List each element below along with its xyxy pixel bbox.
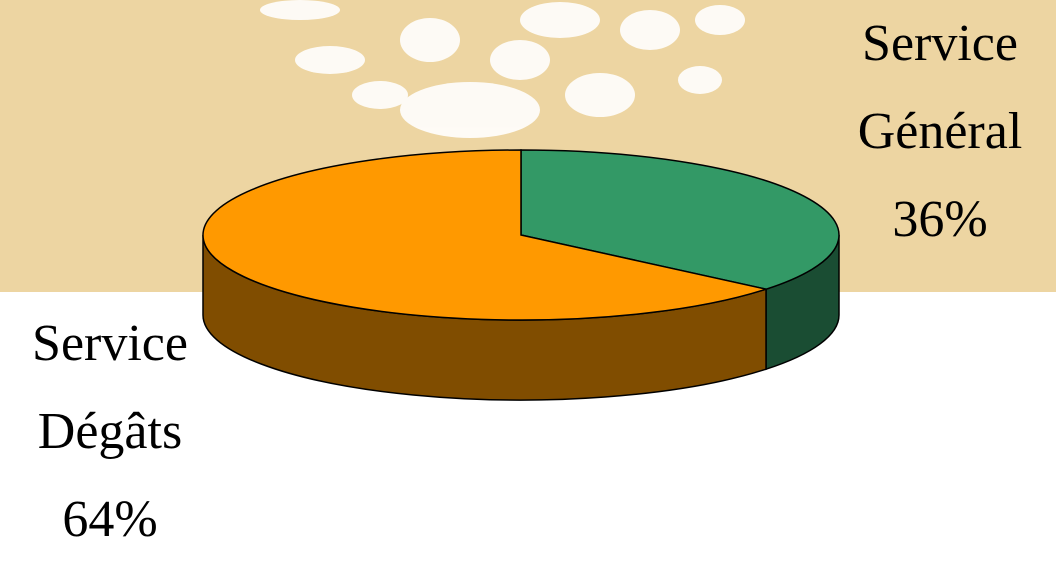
pie	[202, 149, 840, 401]
animal-silhouettes	[260, 0, 745, 138]
category-label: Service Général	[857, 15, 1023, 160]
category-label: Service Dégâts	[32, 315, 188, 460]
slice-label: Service Dégâts 64%	[0, 300, 220, 564]
slice	[520, 149, 840, 290]
page: Service Général 36% Service Dégâts 64% (…	[0, 0, 1056, 548]
slice-label: Service Général 36%	[830, 0, 1050, 264]
chart	[0, 0, 1056, 401]
value-label: 64%	[62, 491, 158, 548]
value-label: 36%	[892, 191, 988, 248]
slice	[202, 149, 769, 321]
